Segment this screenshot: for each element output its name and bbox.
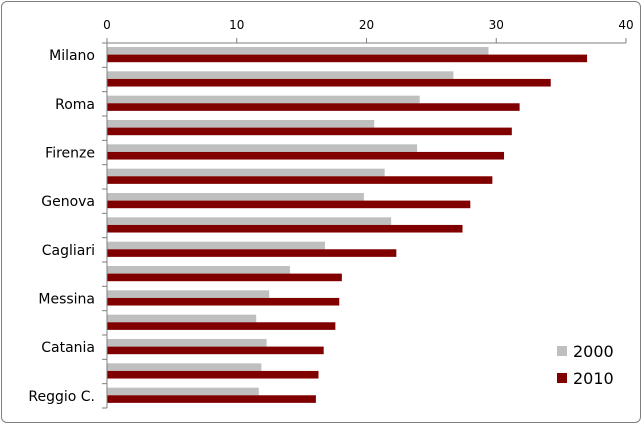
y-label-8: Cagliari	[42, 243, 95, 259]
bar-2010-1	[107, 78, 551, 87]
bar-2010-4	[107, 151, 505, 160]
bar-2000-14	[107, 387, 259, 396]
y-label-10: Messina	[38, 292, 95, 308]
bar-2000-3	[107, 120, 375, 128]
bar-2010-11	[107, 322, 336, 330]
bar-2010-8	[107, 249, 397, 257]
bar-2010-0	[107, 54, 588, 63]
bar-2010-13	[107, 370, 319, 379]
bar-2000-8	[107, 241, 325, 250]
legend-swatch-2000	[557, 346, 567, 356]
bar-2010-5	[107, 176, 493, 184]
x-tick-label-20: 20	[359, 18, 374, 32]
y-label-2: Roma	[55, 97, 95, 113]
y-label-6: Genova	[41, 194, 95, 210]
bar-2010-3	[107, 127, 512, 136]
x-tick-label-30: 30	[489, 18, 504, 32]
bar-2000-1	[107, 71, 454, 79]
bar-2010-10	[107, 297, 340, 306]
x-tick-label-10: 10	[229, 18, 244, 32]
bar-2000-11	[107, 314, 257, 323]
bar-2000-5	[107, 168, 385, 177]
bar-2010-2	[107, 103, 520, 111]
bar-2000-9	[107, 266, 290, 274]
bar-2010-6	[107, 200, 471, 209]
bar-2010-9	[107, 273, 342, 282]
legend-label-2010: 2010	[573, 369, 614, 388]
y-label-4: Firenze	[45, 146, 95, 162]
legend-label-2000: 2000	[573, 342, 614, 361]
y-label-0: Milano	[49, 48, 95, 64]
bar-2010-14	[107, 395, 316, 403]
bar-2000-2	[107, 95, 420, 104]
bar-2000-12	[107, 339, 267, 347]
y-label-12: Catania	[41, 340, 95, 356]
bar-2000-6	[107, 193, 364, 201]
y-label-14: Reggio C.	[28, 389, 95, 405]
legend-swatch-2010	[557, 373, 567, 383]
x-tick-label-0: 0	[103, 18, 111, 32]
bar-2000-4	[107, 144, 418, 152]
bar-2000-0	[107, 47, 489, 55]
bar-2010-12	[107, 346, 324, 355]
bar-2000-7	[107, 217, 392, 225]
bar-2000-10	[107, 290, 270, 298]
x-tick-label-40: 40	[618, 18, 633, 32]
bar-2000-13	[107, 363, 262, 371]
bar-2010-7	[107, 224, 463, 233]
